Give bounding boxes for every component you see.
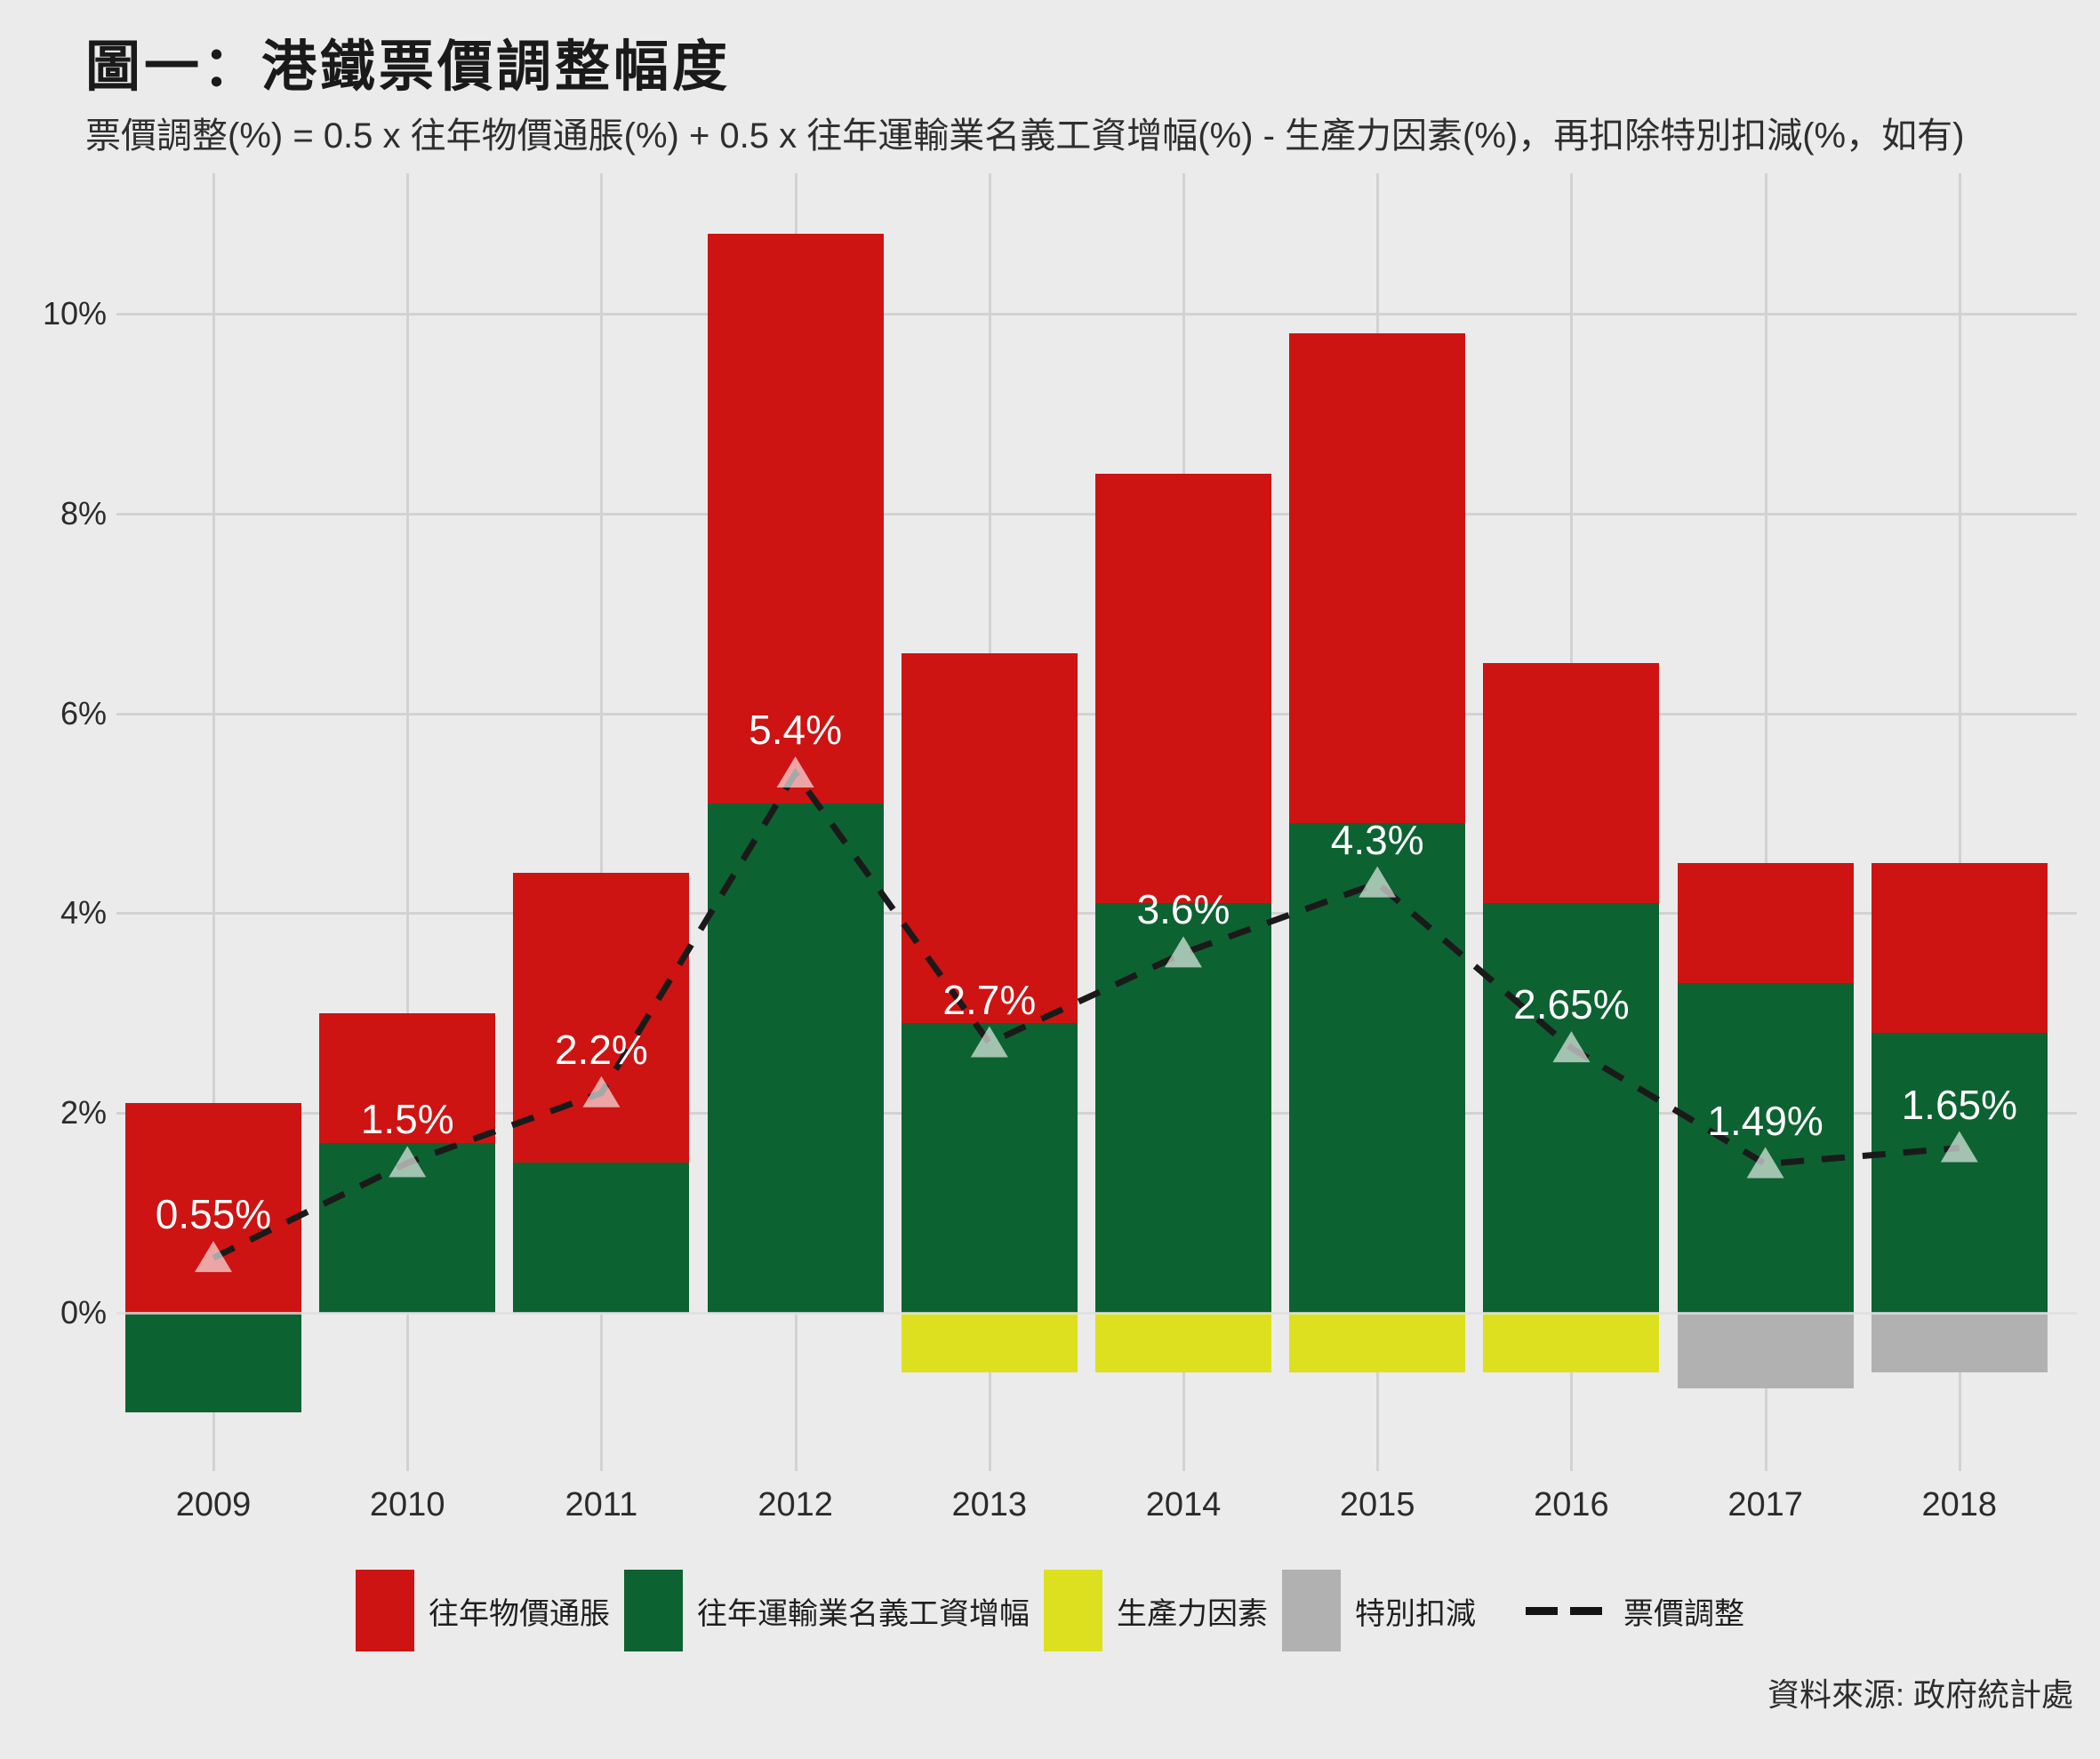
fare-point-marker-2012 (776, 756, 814, 788)
legend-item-label: 往年運輸業名義工資增幅 (697, 1596, 1030, 1631)
legend-swatch-red-icon (356, 1570, 414, 1651)
fare-point-marker-2011 (582, 1075, 621, 1107)
plot-area: 0.55% 1.5% 2.2% 5.4% 2.7% 3.6% 4.3% 2.65% 1.49% 1… (116, 173, 2077, 1471)
fare-point-marker-2014 (1165, 936, 1202, 968)
bar-segment-2012-green (707, 803, 884, 1313)
zero-axis-line (116, 1312, 2077, 1315)
fare-adjustment-line-layer (195, 756, 1978, 1273)
bar-segment-2014-red (1095, 473, 1271, 904)
fare-point-label-2017: 1.49% (1707, 1097, 1823, 1144)
bar-segment-2016-red (1483, 663, 1660, 904)
legend: 往年物價通脹 往年運輸業名義工資增幅 生產力因素 特別扣減 票價調整 (0, 1570, 2100, 1651)
fare-point-marker-2015 (1359, 866, 1397, 898)
y-tick-label: 2% (60, 1094, 107, 1131)
fare-point-marker-2018 (1940, 1131, 1978, 1163)
legend-item-label: 票價調整 (1623, 1596, 1744, 1631)
bar-segment-2014-green (1095, 903, 1271, 1313)
bar-segment-2016-green (1483, 903, 1660, 1313)
gridline-h-10 (116, 313, 2077, 316)
fare-point-label-2009: 0.55% (155, 1191, 272, 1238)
bar-segment-2018-green (1871, 1033, 2048, 1313)
bar-segment-2015-yellow (1289, 1313, 1466, 1373)
legend-item-0: 往年物價通脹 (356, 1570, 610, 1651)
bar-segment-2013-yellow (901, 1313, 1078, 1373)
fare-point-label-2011: 2.2% (554, 1026, 648, 1073)
legend-item-3: 特別扣減 (1282, 1570, 1476, 1651)
fare-point-label-2016: 2.65% (1513, 981, 1630, 1028)
legend-swatch-yellow-icon (1044, 1570, 1102, 1651)
gridline-v-2010 (406, 173, 410, 1471)
gridline-v-2011 (600, 173, 604, 1471)
fare-point-label-2013: 2.7% (942, 976, 1037, 1023)
gridline-v-2009 (212, 173, 215, 1471)
bar-segment-2014-yellow (1095, 1313, 1271, 1373)
legend-item-2: 生產力因素 (1044, 1570, 1268, 1651)
bar-segment-2017-red (1677, 863, 1854, 984)
legend-swatch-gray-icon (1282, 1570, 1341, 1651)
y-tick-label: 6% (60, 694, 107, 732)
fare-point-label-2014: 3.6% (1136, 886, 1230, 933)
y-tick-label: 10% (42, 295, 107, 332)
y-tick-label: 4% (60, 894, 107, 931)
bar-segment-2009-red (125, 1102, 301, 1313)
fare-point-marker-2016 (1552, 1031, 1591, 1063)
bar-segment-2010-red (319, 1012, 496, 1143)
chart-subtitle: 票價調整(%) = 0.5 x 往年物價通脹(%) + 0.5 x 往年運輸業名… (85, 116, 1965, 156)
legend-item-label: 特別扣減 (1355, 1596, 1476, 1631)
fare-point-marker-2017 (1746, 1147, 1784, 1179)
bar-segment-2009-green (125, 1313, 301, 1413)
fare-adjustment-dashed-line (212, 767, 1960, 1261)
x-tick-label-2018: 2018 (1921, 1486, 1998, 1523)
fare-point-marker-2009 (195, 1241, 232, 1273)
legend-item-label: 生產力因素 (1117, 1596, 1268, 1631)
gridline-v-2017 (1764, 173, 1767, 1471)
bar-segment-2011-green (513, 1163, 690, 1313)
x-tick-label-2017: 2017 (1727, 1486, 1803, 1523)
bar-segment-2018-red (1871, 863, 2048, 1034)
source-note: 資料來源: 政府統計處 (1767, 1676, 2073, 1713)
bar-segment-2018-gray (1871, 1313, 2048, 1373)
legend-item-label: 往年物價通脹 (429, 1596, 610, 1631)
bar-segment-2016-yellow (1483, 1313, 1660, 1373)
x-tick-label-2011: 2011 (565, 1486, 638, 1523)
y-tick-label: 0% (60, 1294, 107, 1331)
fare-point-label-2015: 4.3% (1330, 816, 1424, 863)
fare-point-label-2010: 1.5% (360, 1096, 454, 1143)
x-tick-label-2015: 2015 (1339, 1486, 1415, 1523)
legend-swatch-green-icon (624, 1570, 683, 1651)
legend-item-1: 往年運輸業名義工資增幅 (624, 1570, 1030, 1651)
fare-point-marker-2010 (389, 1146, 427, 1178)
y-tick-label: 8% (60, 494, 107, 532)
bar-segment-2011-red (513, 873, 690, 1163)
legend-dash-icon (1526, 1606, 1602, 1615)
x-tick-label-2012: 2012 (757, 1486, 833, 1523)
fare-point-marker-2013 (970, 1026, 1008, 1058)
x-tick-label-2014: 2014 (1145, 1486, 1222, 1523)
legend-item-4: 票價調整 (1490, 1589, 1744, 1633)
chart-title: 圖一：港鐵票價調整幅度 (85, 36, 732, 98)
fare-point-label-2012: 5.4% (749, 707, 843, 754)
x-tick-label-2016: 2016 (1534, 1486, 1609, 1523)
fare-point-label-2018: 1.65% (1901, 1081, 2018, 1128)
gridline-v-2018 (1958, 173, 1961, 1471)
bar-segment-2017-gray (1677, 1313, 1854, 1389)
bar-segment-2012-red (707, 234, 884, 804)
bar-segment-2015-red (1289, 333, 1466, 824)
x-tick-label-2013: 2013 (951, 1486, 1028, 1523)
x-tick-label-2009: 2009 (175, 1486, 252, 1523)
bar-segment-2013-green (901, 1023, 1078, 1313)
x-tick-label-2010: 2010 (369, 1486, 445, 1523)
